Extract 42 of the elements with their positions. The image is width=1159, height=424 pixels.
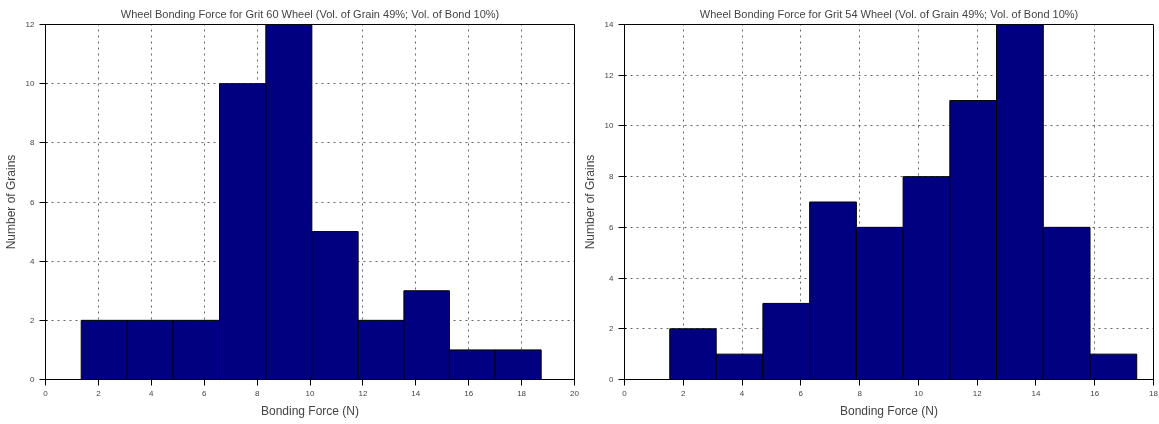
y-tick-label: 0 <box>609 375 615 384</box>
x-tick-label: 0 <box>43 388 49 398</box>
y-tick-label: 10 <box>604 121 615 131</box>
x-tick-label: 16 <box>1090 388 1100 398</box>
x-tick-label: 8 <box>254 388 260 398</box>
x-tick-label: 2 <box>681 388 687 398</box>
x-tick-label: 18 <box>517 388 527 398</box>
y-tick-label: 4 <box>30 256 36 266</box>
x-tick-label: 14 <box>1031 388 1041 398</box>
y-tick-label: 10 <box>25 79 36 89</box>
x-tick-label: 12 <box>972 388 983 398</box>
x-tick-label: 12 <box>358 388 368 398</box>
y-tick-label: 6 <box>609 222 615 232</box>
y-tick-label: 2 <box>609 324 615 334</box>
x-tick-label: 6 <box>798 388 804 398</box>
y-tick-label: 6 <box>30 197 36 207</box>
chart-title: Wheel Bonding Force for Grit 60 Wheel (Vol. of Grain 49%; Vol. of Bond 10%) <box>120 7 500 20</box>
x-tick-label: 16 <box>464 388 474 398</box>
y-tick-label: 12 <box>604 70 615 80</box>
x-axis-title: Bonding Force (N) <box>260 403 360 418</box>
y-axis-title: Number of Grains <box>3 154 18 250</box>
x-tick-label: 18 <box>1149 388 1159 398</box>
x-tick-label: 14 <box>411 388 421 398</box>
x-tick-label: 8 <box>857 388 863 398</box>
x-tick-label: 2 <box>96 388 102 398</box>
x-tick-label: 0 <box>622 388 628 398</box>
y-tick-label: 8 <box>30 138 36 148</box>
y-tick-label: 8 <box>609 172 615 182</box>
x-tick-label: 10 <box>305 388 315 398</box>
y-tick-label: 0 <box>30 375 36 384</box>
x-tick-label: 20 <box>570 388 580 398</box>
x-tick-label: 4 <box>739 388 745 398</box>
x-tick-label: 10 <box>913 388 924 398</box>
x-tick-label: 6 <box>201 388 207 398</box>
y-tick-label: 12 <box>25 20 36 29</box>
y-tick-label: 14 <box>604 20 615 29</box>
x-axis-title: Bonding Force (N) <box>839 403 939 418</box>
y-tick-label: 4 <box>609 273 615 283</box>
y-tick-label: 2 <box>30 315 36 325</box>
y-axis-title: Number of Grains <box>582 154 597 250</box>
x-tick-label: 4 <box>149 388 155 398</box>
chart-title: Wheel Bonding Force for Grit 54 Wheel (Vol. of Grain 49%; Vol. of Bond 10%) <box>699 7 1079 20</box>
